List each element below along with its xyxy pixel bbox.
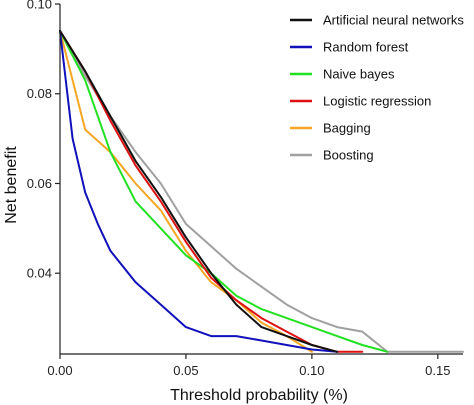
series-lines [59, 29, 464, 353]
series-line-naive-bayes [59, 29, 389, 353]
y-tick-label: 0.04 [27, 266, 52, 281]
series-line-artificial-neural-networks [59, 29, 339, 353]
y-tick-label: 0.08 [27, 86, 52, 101]
x-tick-label: 0.10 [299, 363, 324, 378]
legend-label-naive-bayes: Naive bayes [323, 67, 395, 82]
x-axis-ticks: 0.00 0.05 0.10 0.15 [47, 354, 450, 378]
legend: Artificial neural networks Random forest N… [290, 13, 464, 163]
y-axis-title: Net benefit [3, 146, 20, 224]
x-axis-title: Threshold probability (%) [170, 387, 348, 404]
y-tick-label: 0.10 [27, 0, 52, 12]
legend-label-bagging: Bagging [323, 121, 371, 136]
series-line-boosting [59, 29, 464, 353]
series-line-random-forest [59, 29, 339, 353]
legend-label-artificial-neural-networks: Artificial neural networks [323, 13, 464, 28]
series-line-bagging [59, 29, 313, 353]
legend-label-boosting: Boosting [323, 148, 374, 163]
x-tick-label: 0.15 [425, 363, 450, 378]
x-tick-label: 0.00 [47, 363, 72, 378]
y-axis-ticks: 0.04 0.06 0.08 0.10 [27, 0, 60, 281]
x-tick-label: 0.05 [173, 363, 198, 378]
legend-label-logistic-regression: Logistic regression [323, 94, 431, 109]
y-tick-label: 0.06 [27, 176, 52, 191]
legend-label-random-forest: Random forest [323, 40, 409, 55]
